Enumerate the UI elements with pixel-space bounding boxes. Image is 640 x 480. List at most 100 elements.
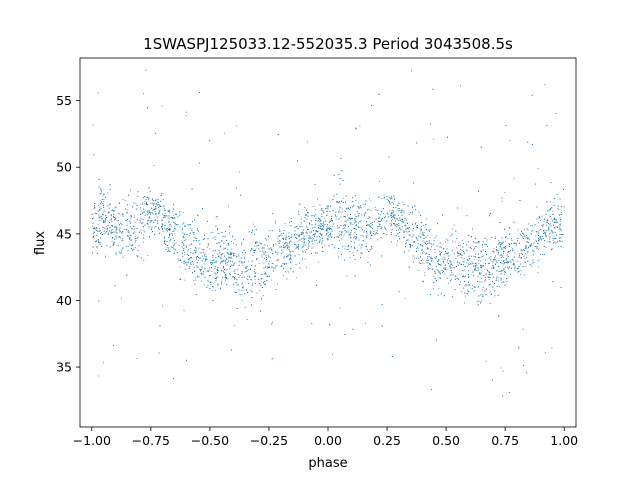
data-point (326, 234, 328, 236)
data-point (120, 252, 122, 254)
data-point (351, 206, 353, 208)
data-point (471, 260, 473, 262)
data-point (548, 227, 550, 229)
data-point (113, 344, 114, 346)
data-point (399, 219, 401, 221)
data-point (161, 226, 162, 228)
data-point (433, 138, 435, 140)
data-point (251, 260, 253, 262)
data-point (343, 215, 345, 217)
data-point (458, 254, 460, 256)
data-point (304, 251, 306, 253)
data-point (527, 238, 529, 240)
data-point (418, 211, 420, 213)
data-point (383, 233, 385, 234)
data-point (396, 218, 398, 220)
data-point (559, 223, 561, 225)
data-point (102, 205, 104, 206)
data-point (98, 241, 99, 243)
data-point (539, 236, 541, 238)
data-point (241, 300, 243, 302)
data-point (401, 215, 403, 216)
data-point (236, 308, 238, 309)
data-point (106, 245, 108, 247)
data-point (295, 244, 297, 246)
data-point (477, 253, 479, 255)
data-point (101, 232, 102, 234)
data-point (378, 196, 380, 198)
data-point (110, 219, 112, 221)
data-point (311, 247, 313, 249)
data-point (94, 203, 96, 204)
data-point (103, 233, 105, 235)
data-point (136, 205, 138, 207)
data-point (158, 352, 160, 354)
data-point (421, 249, 423, 251)
data-point (226, 269, 228, 271)
data-point (101, 198, 103, 200)
data-point (517, 271, 519, 273)
data-point (240, 257, 242, 259)
data-point (434, 278, 436, 279)
data-point (354, 219, 356, 221)
data-point (315, 239, 317, 241)
data-point (173, 221, 175, 223)
data-point (351, 218, 353, 219)
data-point (202, 258, 204, 259)
data-point (496, 278, 498, 280)
data-point (210, 232, 212, 234)
data-point (314, 230, 316, 232)
data-point (560, 240, 562, 242)
data-point (314, 184, 316, 186)
data-point (273, 244, 274, 245)
data-point (302, 232, 304, 234)
data-point (338, 227, 340, 229)
data-point (377, 233, 378, 235)
data-point (549, 233, 550, 235)
data-point (287, 245, 289, 247)
data-point (163, 237, 165, 239)
data-point (377, 239, 379, 241)
data-point (211, 290, 213, 292)
data-point (552, 239, 554, 241)
data-point (399, 220, 401, 222)
data-point (424, 241, 426, 243)
data-point (278, 235, 280, 237)
data-point (540, 228, 542, 230)
data-point (115, 231, 117, 233)
data-point (151, 226, 153, 228)
data-point (403, 230, 405, 232)
data-point (243, 286, 244, 288)
data-point (524, 258, 526, 260)
data-point (286, 248, 288, 250)
data-point (326, 226, 328, 228)
data-point (166, 240, 168, 242)
data-point (308, 247, 309, 249)
data-point (473, 249, 475, 251)
data-point (501, 270, 503, 272)
data-point (526, 247, 528, 249)
data-point (319, 221, 321, 222)
data-point (528, 237, 529, 239)
data-point (326, 233, 327, 235)
data-point (391, 195, 392, 197)
data-point (423, 237, 425, 239)
data-point (468, 275, 470, 277)
data-point (145, 214, 146, 216)
data-point (177, 258, 179, 260)
data-point (267, 254, 269, 256)
data-point (193, 266, 195, 268)
data-point (297, 246, 299, 248)
data-point (507, 256, 509, 257)
data-point (392, 207, 394, 208)
data-point (484, 237, 486, 239)
data-point (250, 279, 252, 281)
data-point (119, 236, 121, 238)
data-point (532, 230, 534, 232)
data-point (227, 243, 229, 245)
data-point (432, 269, 434, 271)
data-point (215, 257, 217, 259)
data-point (505, 246, 507, 248)
data-point (221, 270, 222, 272)
data-point (194, 270, 195, 272)
